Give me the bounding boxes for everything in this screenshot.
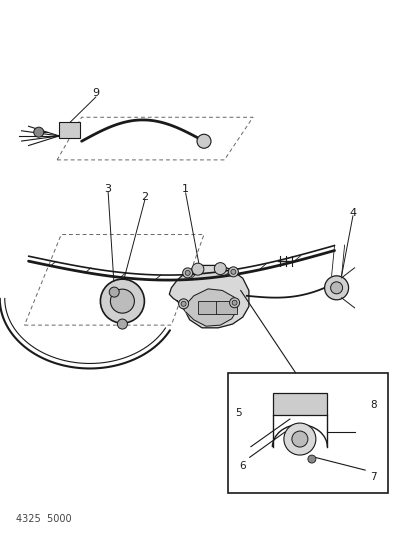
Circle shape xyxy=(292,431,308,447)
Circle shape xyxy=(34,127,44,137)
Bar xyxy=(216,301,237,314)
Bar xyxy=(198,301,218,314)
Polygon shape xyxy=(169,265,249,328)
Polygon shape xyxy=(186,289,237,326)
Circle shape xyxy=(181,301,186,306)
Circle shape xyxy=(214,263,226,274)
Circle shape xyxy=(330,282,343,294)
Text: 4325  5000: 4325 5000 xyxy=(16,514,72,524)
Circle shape xyxy=(100,279,144,323)
Circle shape xyxy=(111,289,134,313)
Circle shape xyxy=(197,134,211,148)
Circle shape xyxy=(228,267,238,277)
Text: 1: 1 xyxy=(182,184,189,194)
Text: 3: 3 xyxy=(104,184,112,194)
Bar xyxy=(273,393,327,415)
Circle shape xyxy=(118,319,127,329)
Circle shape xyxy=(109,287,119,297)
Text: 7: 7 xyxy=(370,472,377,482)
Text: 9: 9 xyxy=(92,88,100,98)
Circle shape xyxy=(232,300,237,305)
Bar xyxy=(59,122,80,138)
Circle shape xyxy=(183,268,193,278)
Circle shape xyxy=(284,423,316,455)
Circle shape xyxy=(185,270,190,276)
Circle shape xyxy=(308,455,316,463)
Text: 4: 4 xyxy=(349,208,357,218)
Circle shape xyxy=(230,298,239,308)
Circle shape xyxy=(179,299,188,309)
Circle shape xyxy=(325,276,348,300)
Text: 8: 8 xyxy=(370,400,377,410)
Circle shape xyxy=(192,263,204,275)
Text: 6: 6 xyxy=(239,462,246,471)
Circle shape xyxy=(231,269,236,274)
Text: 5: 5 xyxy=(235,408,242,418)
Bar xyxy=(228,373,388,493)
Text: 2: 2 xyxy=(141,192,149,202)
